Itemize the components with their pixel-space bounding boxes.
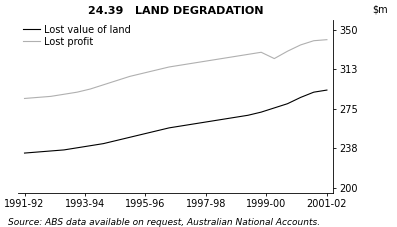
Lost profit [48, 95, 53, 98]
Lost profit [193, 62, 198, 64]
Lost value of land [75, 146, 79, 149]
Lost value of land [127, 136, 132, 139]
Lost value of land [114, 139, 119, 142]
Lost value of land [167, 126, 172, 129]
Legend: Lost value of land, Lost profit: Lost value of land, Lost profit [23, 25, 131, 47]
Lost profit [233, 55, 237, 58]
Lost profit [259, 51, 264, 54]
Lost value of land [285, 102, 290, 105]
Lost profit [167, 66, 172, 68]
Lost value of land [48, 150, 53, 152]
Lost profit [62, 93, 66, 96]
Lost profit [324, 38, 329, 41]
Lost value of land [220, 118, 224, 121]
Lost profit [206, 59, 211, 62]
Lost profit [246, 53, 251, 56]
Lost value of land [62, 148, 66, 151]
Lost profit [127, 75, 132, 78]
Lost value of land [22, 152, 27, 154]
Lost profit [35, 96, 40, 99]
Lost value of land [154, 130, 158, 132]
Lost profit [298, 44, 303, 46]
Lost profit [101, 84, 106, 86]
Lost profit [114, 79, 119, 82]
Lost value of land [311, 91, 316, 94]
Lost profit [272, 57, 277, 60]
Lost value of land [35, 151, 40, 153]
Lost value of land [88, 144, 93, 147]
Lost value of land [272, 106, 277, 109]
Lost value of land [141, 133, 145, 136]
Lost value of land [233, 116, 237, 119]
Lost value of land [246, 114, 251, 117]
Text: Source: ABS data available on request, Australian National Accounts.: Source: ABS data available on request, A… [8, 218, 320, 227]
Lost profit [311, 39, 316, 42]
Lost profit [285, 50, 290, 53]
Line: Lost profit: Lost profit [25, 40, 327, 99]
Lost value of land [324, 89, 329, 91]
Lost value of land [101, 142, 106, 145]
Text: $m: $m [372, 4, 388, 14]
Lost profit [220, 57, 224, 60]
Lost value of land [259, 111, 264, 114]
Lost profit [88, 88, 93, 90]
Line: Lost value of land: Lost value of land [25, 90, 327, 153]
Lost profit [75, 91, 79, 94]
Lost value of land [180, 124, 185, 127]
Lost value of land [298, 96, 303, 99]
Lost value of land [193, 122, 198, 125]
Lost value of land [206, 120, 211, 123]
Lost profit [154, 69, 158, 72]
Lost profit [141, 72, 145, 75]
Lost profit [22, 97, 27, 100]
Title: 24.39   LAND DEGRADATION: 24.39 LAND DEGRADATION [88, 6, 264, 16]
Lost profit [180, 64, 185, 66]
